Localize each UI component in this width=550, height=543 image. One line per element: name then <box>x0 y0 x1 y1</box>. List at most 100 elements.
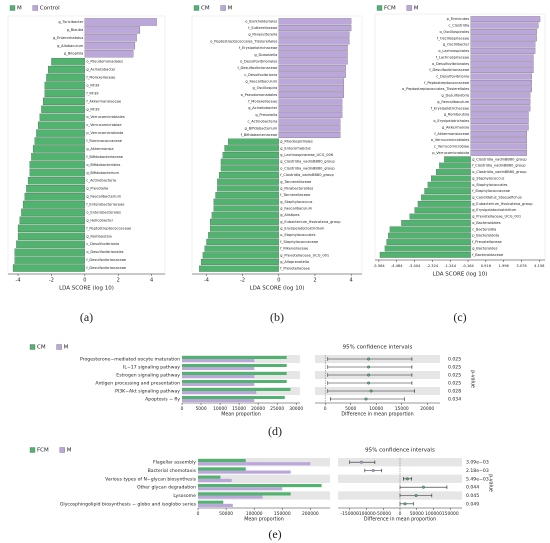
x-axis-label: Mean proportion <box>221 412 261 418</box>
mean-bar <box>198 500 224 504</box>
lda-bar <box>278 38 350 45</box>
x-tick-label: -2 <box>49 278 54 284</box>
lda-bar <box>470 48 536 54</box>
diff-dot <box>422 485 425 489</box>
lda-bar <box>421 194 471 201</box>
lda-bar <box>278 131 341 139</box>
mean-bar <box>198 475 221 479</box>
mean-bar <box>198 470 291 474</box>
lda-bar <box>401 220 471 226</box>
lda-bar <box>228 138 279 145</box>
taxon-label: c_Desulfovibrionia <box>86 242 119 246</box>
taxon-label: o_Verrucomicrobiales <box>86 115 124 119</box>
lda-bar <box>384 245 471 252</box>
legend-label: M <box>64 345 69 351</box>
taxon-label: f_Prevotellaceae <box>472 240 502 244</box>
x-tick-label: -5.564 <box>373 264 385 268</box>
lda-bar <box>435 169 471 175</box>
diff-dot <box>369 389 373 393</box>
taxon-label: o_Verrucomicrobiales <box>431 138 469 142</box>
x-tick-label: 5000 <box>195 406 206 412</box>
lda-bar <box>206 238 279 245</box>
taxon-label: o_Staphylococcales <box>472 183 507 187</box>
taxon-label: g_Erysipelatoclostridium <box>472 208 517 212</box>
x-tick-label: 150000 <box>442 511 459 517</box>
x-tick-label: 10000 <box>213 406 227 412</box>
taxon-label: f_Peptostreptococcaceae <box>424 81 470 85</box>
taxon-label: c_Actinobacteria <box>248 120 278 124</box>
lda-bar <box>278 51 348 58</box>
lda-bar <box>386 239 471 245</box>
lda-bar <box>42 97 85 106</box>
taxon-label: g_Prevotellaceae_UCG_001 <box>280 253 329 257</box>
p-value: 0.025 <box>448 373 461 379</box>
legend-label: FCM <box>384 6 396 12</box>
taxon-label: g_Faecalibacterium <box>86 195 121 199</box>
lda-bar <box>431 175 471 182</box>
lda-bar <box>278 85 345 92</box>
x-tick-label: 30000 <box>289 406 303 412</box>
taxon-label: o_Desulfovibrionales <box>86 250 123 254</box>
mean-bar <box>182 396 285 399</box>
lda-bar <box>278 65 346 72</box>
lda-bar <box>84 26 141 34</box>
pathway-label: Progesterone−mediated oocyte maturation <box>80 357 180 363</box>
pathway-label: Bacterial chemotaxis <box>148 468 197 474</box>
legend-swatch <box>29 344 36 350</box>
lda-bar <box>217 178 279 185</box>
lda-bar <box>470 54 534 61</box>
x-tick-label: 0 <box>83 278 86 284</box>
taxon-label: g_Lachnospiraceae_UCG_006 <box>280 153 334 157</box>
taxon-label: c_Actinobacteria <box>86 179 116 183</box>
taxon-label: g_Allobaculum <box>57 44 84 48</box>
taxon-label: g_Romboutsia <box>86 234 111 238</box>
diff-dot <box>367 365 371 369</box>
lda-bar <box>209 218 279 225</box>
p-value: 2.18e−03 <box>466 468 489 474</box>
mean-bar <box>198 478 232 482</box>
lda-bar <box>51 57 85 66</box>
legend-label: CM <box>37 345 46 351</box>
taxon-label: o_Bacteroidales <box>472 221 501 225</box>
x-tick-label: 0 <box>197 511 200 517</box>
x-tick-label: 0 <box>181 406 184 412</box>
taxon-label: f_Akkermansiaceae <box>434 132 470 136</box>
x-axis-label: LDA SCORE (log 10) <box>250 286 305 292</box>
taxon-label: c_Verrucomicrobiae <box>86 123 122 127</box>
lda-bar <box>389 226 471 233</box>
taxon-label: g_Blautia <box>67 28 84 32</box>
mean-bar <box>182 367 255 370</box>
taxon-label: f_RF39 <box>86 91 99 95</box>
x-tick-label: -4 <box>16 278 21 284</box>
p-value: 0.044 <box>466 485 479 491</box>
taxon-label: o_Clostridia_vadinBB60_group <box>472 170 527 174</box>
lda-bar <box>470 150 527 156</box>
legend-label: M <box>67 448 72 454</box>
lda-bar <box>84 34 137 42</box>
lda-bar <box>470 41 536 48</box>
taxon-label: g_Staphylococcus <box>472 176 504 180</box>
legend-swatch <box>376 5 383 11</box>
taxon-label: g_Oscillospira <box>253 86 278 90</box>
taxon-label: o_Peptostreptococcales_Tissierellales <box>210 39 277 43</box>
legend-swatch <box>9 5 16 11</box>
p-value: 0.025 <box>448 381 461 387</box>
legend-swatch <box>193 5 200 11</box>
mean-bar <box>198 459 246 463</box>
lda-bar <box>278 105 343 112</box>
taxon-label: g_Eubacterium_fissicatena_group <box>472 202 533 206</box>
taxon-label: g_Acinetobacter <box>248 106 278 110</box>
lda-bar <box>37 121 85 129</box>
lda-bar <box>278 31 350 38</box>
x-tick-label: 4 <box>350 278 353 284</box>
x-tick-label: -2.324 <box>427 264 439 268</box>
p-value: 0.025 <box>448 365 461 371</box>
x-tick-label: 1.996 <box>499 264 510 268</box>
lda-bar <box>379 251 471 258</box>
mean-bar <box>198 467 246 471</box>
lda-bar <box>22 200 85 209</box>
legend-swatch <box>406 5 412 11</box>
p-value: 0.028 <box>448 389 461 395</box>
x-tick-label: 200000 <box>302 511 319 517</box>
taxon-label: c_Verrucomicrobiae <box>434 145 470 149</box>
